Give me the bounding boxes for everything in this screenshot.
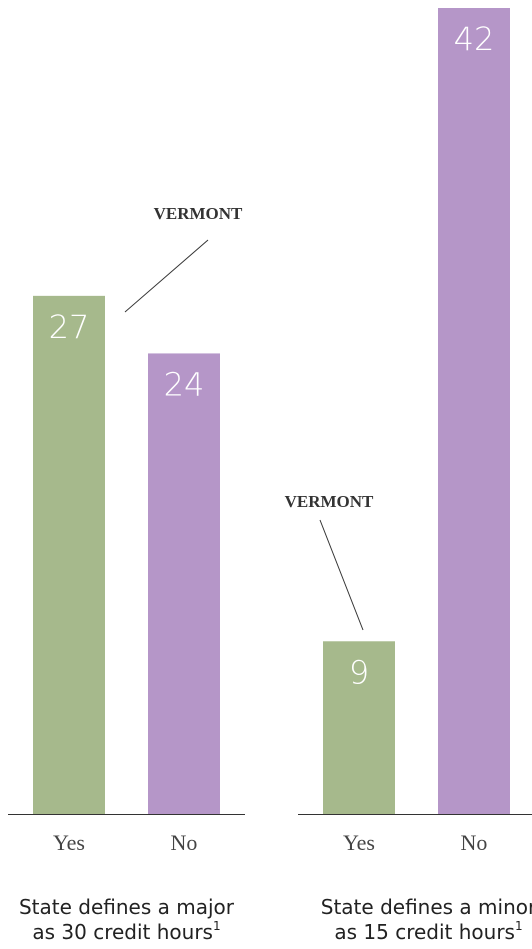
x-tick-label: Yes (53, 830, 85, 855)
annotation-line (124, 239, 209, 313)
title-line: as 15 credit hours (334, 920, 515, 944)
title-line: State defines a minor (321, 895, 532, 919)
title-line: State defines a major (19, 895, 235, 919)
bar (438, 8, 510, 814)
chart-title: as 30 credit hours1 (32, 919, 220, 944)
value-label: 42 (454, 20, 495, 58)
footnote-marker: 1 (213, 919, 221, 933)
bar (323, 641, 395, 814)
annotation: VERMONT (154, 204, 243, 223)
bar (33, 295, 105, 814)
bar (148, 353, 220, 814)
value-label: 27 (49, 308, 90, 346)
x-tick-label: No (461, 830, 488, 855)
annotation-line (319, 519, 364, 631)
chart-title: State defines a minor (321, 895, 532, 919)
value-label: 9 (349, 653, 369, 691)
chart-title: State defines a major (19, 895, 235, 919)
chart-title: as 15 credit hours1 (334, 919, 522, 944)
x-tick-label: Yes (343, 830, 375, 855)
value-label: 24 (164, 365, 205, 403)
footnote-marker: 1 (515, 919, 523, 933)
title-line: as 30 credit hours (32, 920, 213, 944)
annotation: VERMONT (285, 492, 374, 511)
x-tick-label: No (171, 830, 198, 855)
